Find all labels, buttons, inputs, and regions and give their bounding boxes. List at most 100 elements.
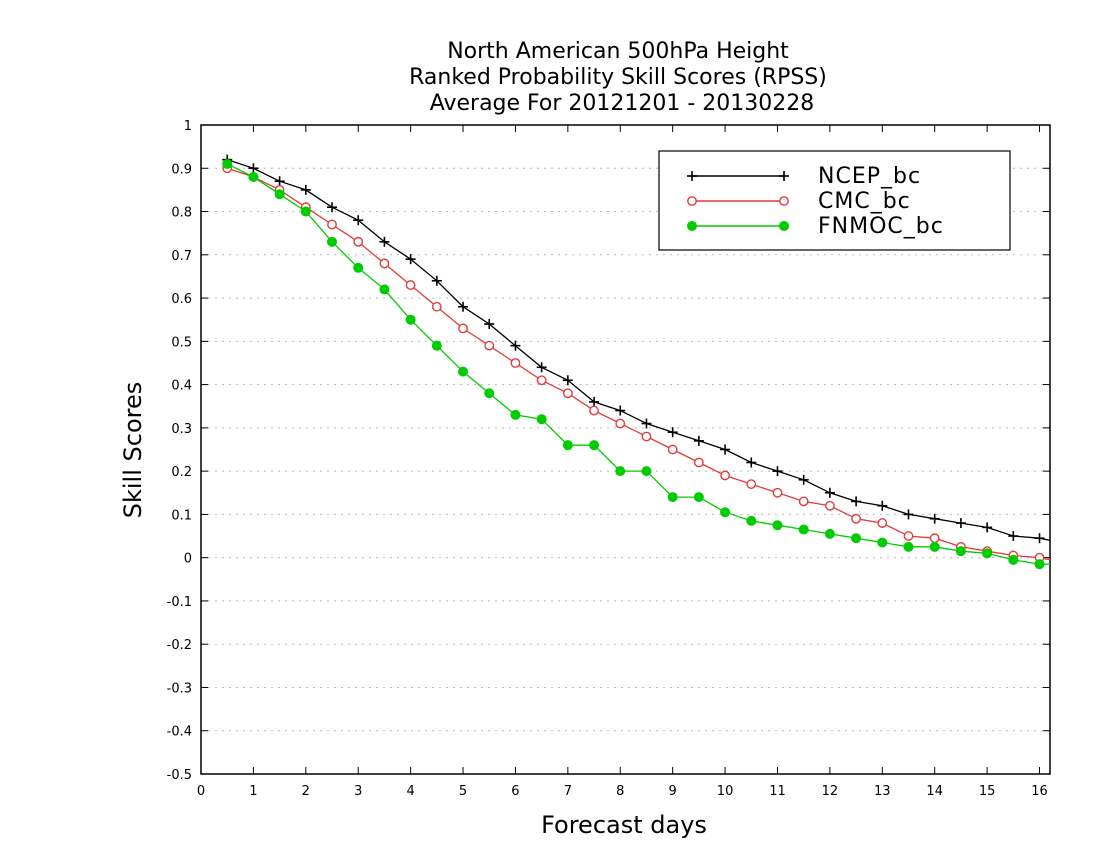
x-tick-label: 14 xyxy=(926,784,943,799)
data-point-fnmoc-bc xyxy=(772,520,783,531)
chart-title-line-3: Average For 20121201 - 20130228 xyxy=(430,91,815,116)
data-point-fnmoc-bc xyxy=(641,466,652,477)
data-point-fnmoc-bc xyxy=(877,537,888,548)
data-point-cmc-bc xyxy=(353,236,364,247)
data-point-fnmoc-bc xyxy=(798,524,809,535)
data-point-fnmoc-bc xyxy=(1034,559,1045,570)
data-point-cmc-bc xyxy=(536,375,547,386)
x-tick-label: 10 xyxy=(717,784,734,799)
data-point-ncep-bc xyxy=(1008,531,1019,542)
series-fnmoc-bc xyxy=(222,158,1050,570)
legend-marker-ncep-bc xyxy=(687,171,697,181)
data-point-cmc-bc xyxy=(484,340,495,351)
axis-ticks: 1 0.9 0.8 0.7 0.6 0.5 0.4 0.3 0.2 0.1 0 -0.1 -0.2 -0.… xyxy=(167,119,1050,799)
x-tick-label: 0 xyxy=(197,784,205,799)
x-tick-label: 9 xyxy=(669,784,677,799)
data-point-ncep-bc xyxy=(353,215,364,226)
data-point-cmc-bc xyxy=(327,219,337,230)
y-tick-label: 0.4 xyxy=(171,379,192,394)
data-point-ncep-bc xyxy=(300,184,311,195)
data-point-ncep-bc xyxy=(1034,533,1045,544)
data-point-ncep-bc xyxy=(248,163,259,174)
x-tick-label: 4 xyxy=(406,784,414,799)
data-point-fnmoc-bc xyxy=(903,541,914,552)
data-point-ncep-bc xyxy=(536,362,547,373)
legend-label-ncep: NCEP_bc xyxy=(818,164,921,189)
data-point-fnmoc-bc xyxy=(300,206,311,217)
y-tick-label: 0.1 xyxy=(171,508,192,523)
y-tick-label: 0.8 xyxy=(171,206,192,221)
data-point-ncep-bc xyxy=(484,319,495,330)
data-point-ncep-bc xyxy=(327,202,338,213)
y-tick-label: 0.2 xyxy=(171,465,192,480)
x-tick-label: 6 xyxy=(511,784,519,799)
data-point-ncep-bc xyxy=(274,176,285,187)
data-point-fnmoc-bc xyxy=(562,440,573,451)
data-point-fnmoc-bc xyxy=(222,158,233,169)
y-tick-label: -0.2 xyxy=(167,638,192,653)
data-point-ncep-bc xyxy=(877,500,888,511)
data-point-fnmoc-bc xyxy=(327,236,338,247)
data-point-fnmoc-bc xyxy=(955,546,966,557)
legend-label-fnmoc: FNMOC_bc xyxy=(818,214,944,239)
chart-title-line-1: North American 500hPa Height xyxy=(447,39,789,64)
y-tick-label: -0.5 xyxy=(167,768,192,783)
data-point-ncep-bc xyxy=(693,435,704,446)
data-point-ncep-bc xyxy=(982,522,993,533)
data-point-fnmoc-bc xyxy=(248,171,259,182)
data-point-ncep-bc xyxy=(903,509,914,520)
x-tick-label: 12 xyxy=(822,784,839,799)
data-point-fnmoc-bc xyxy=(746,515,757,526)
plot-frame xyxy=(200,124,1051,775)
legend-label-cmc: CMC_bc xyxy=(818,189,911,214)
legend-marker-cmc-bc xyxy=(779,196,789,206)
data-point-cmc-bc xyxy=(929,533,940,544)
chart-title-line-2: Ranked Probability Skill Scores (RPSS) xyxy=(409,65,827,90)
data-point-ncep-bc xyxy=(379,236,390,247)
legend-marker-fnmoc-bc xyxy=(687,221,697,231)
data-point-fnmoc-bc xyxy=(851,533,862,544)
legend-marker-ncep-bc xyxy=(779,171,789,181)
data-point-fnmoc-bc xyxy=(589,440,600,451)
data-point-fnmoc-bc xyxy=(1008,554,1019,565)
chart-title: North American 500hPa Height Ranked Prob… xyxy=(409,39,827,116)
x-tick-label: 8 xyxy=(616,784,624,799)
x-tick-label: 7 xyxy=(564,784,572,799)
x-tick-label: 1 xyxy=(249,784,257,799)
x-tick-label: 11 xyxy=(769,784,786,799)
y-tick-label: 0.9 xyxy=(171,162,192,177)
data-point-fnmoc-bc xyxy=(510,409,521,420)
y-tick-label: -0.3 xyxy=(167,681,192,696)
data-point-ncep-bc xyxy=(458,301,469,312)
data-point-cmc-bc xyxy=(746,479,757,490)
data-point-fnmoc-bc xyxy=(379,284,390,295)
data-point-cmc-bc xyxy=(510,358,521,368)
data-point-ncep-bc xyxy=(798,474,809,485)
x-axis-title: Forecast days xyxy=(541,811,707,839)
data-point-fnmoc-bc xyxy=(824,528,835,539)
y-tick-label: -0.4 xyxy=(167,725,192,740)
data-point-ncep-bc xyxy=(720,444,731,455)
data-point-cmc-bc xyxy=(562,388,573,399)
data-point-cmc-bc xyxy=(903,531,914,541)
data-point-ncep-bc xyxy=(641,418,652,429)
x-tick-label: 3 xyxy=(354,784,362,799)
data-point-fnmoc-bc xyxy=(405,314,416,325)
x-tick-label: 2 xyxy=(302,784,310,799)
data-point-fnmoc-bc xyxy=(720,507,731,518)
data-point-cmc-bc xyxy=(405,280,416,290)
data-point-ncep-bc xyxy=(510,340,521,351)
data-point-cmc-bc xyxy=(798,496,809,507)
data-point-fnmoc-bc xyxy=(274,189,285,200)
data-point-ncep-bc xyxy=(929,513,940,524)
data-point-fnmoc-bc xyxy=(431,340,442,351)
data-point-ncep-bc xyxy=(615,405,626,416)
data-point-cmc-bc xyxy=(693,457,704,468)
data-point-ncep-bc xyxy=(955,518,966,529)
y-tick-label: 0.7 xyxy=(171,249,192,264)
data-point-fnmoc-bc xyxy=(615,466,626,477)
y-tick-label: 0.5 xyxy=(171,335,192,350)
grid xyxy=(201,167,1050,732)
data-point-cmc-bc xyxy=(824,500,835,511)
